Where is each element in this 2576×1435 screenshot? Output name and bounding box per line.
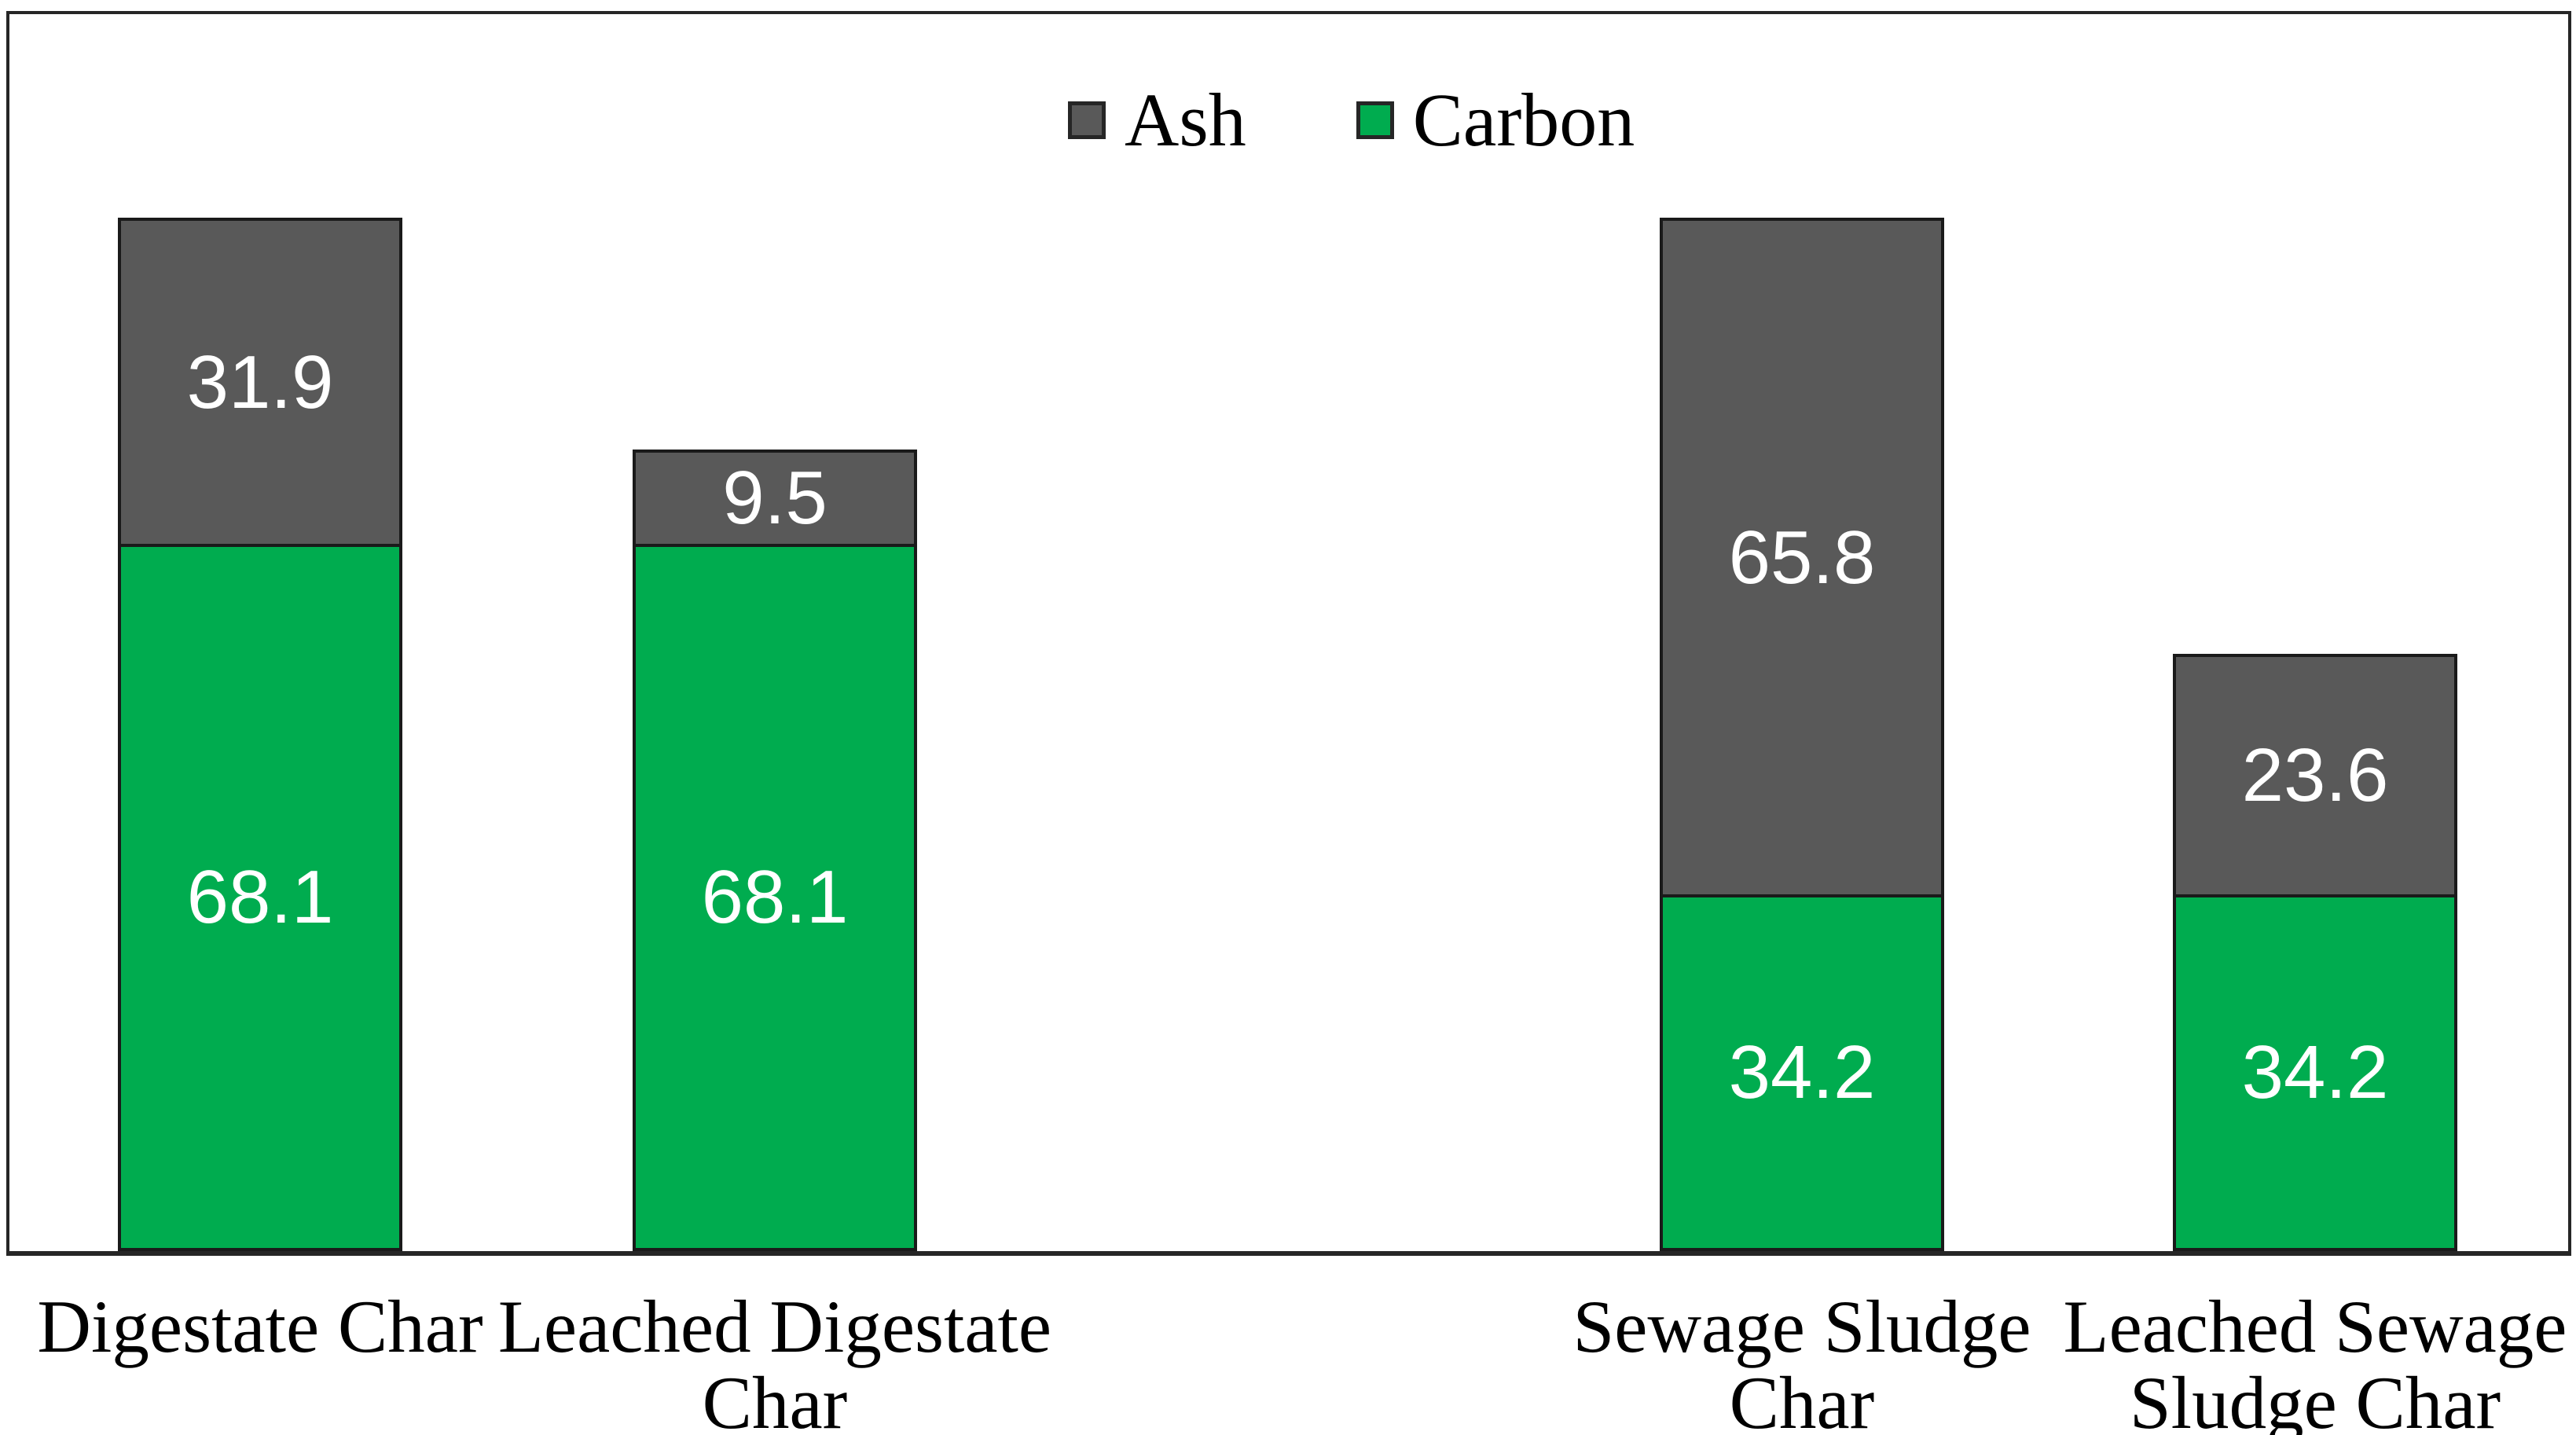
legend-swatch-ash	[1068, 101, 1106, 139]
plot-border	[6, 11, 2571, 1256]
value-label-carbon: 34.2	[1728, 1030, 1876, 1115]
legend-item-ash: Ash	[1068, 83, 1246, 158]
category-label-sewage-sludge-char: Sewage Sludge Char	[1572, 1285, 2031, 1435]
segment-ash: 23.6	[2173, 653, 2457, 898]
segment-carbon: 34.2	[2173, 894, 2457, 1251]
legend-label-ash: Ash	[1125, 78, 1246, 162]
segment-ash: 65.8	[1660, 218, 1944, 898]
value-label-carbon: 34.2	[2241, 1030, 2389, 1115]
bar-leached-digestate-char: 68.1 9.5	[633, 449, 917, 1251]
legend: Ash Carbon	[1068, 81, 1635, 160]
legend-item-carbon: Carbon	[1356, 83, 1635, 158]
category-label-digestate-char: Digestate Char	[37, 1285, 483, 1368]
value-label-ash: 23.6	[2241, 733, 2389, 818]
value-label-carbon: 68.1	[186, 855, 334, 940]
bar-leached-sewage-sludge-char: 34.2 23.6	[2173, 653, 2457, 1251]
legend-swatch-carbon	[1356, 101, 1394, 139]
category-label-leached-digestate-char: Leached Digestate Char	[497, 1285, 1052, 1435]
value-label-ash: 9.5	[722, 456, 827, 540]
segment-ash: 9.5	[633, 449, 917, 548]
segment-ash: 31.9	[118, 218, 402, 548]
value-label-carbon: 68.1	[701, 855, 849, 940]
bar-sewage-sludge-char: 34.2 65.8	[1660, 218, 1944, 1251]
value-label-ash: 65.8	[1728, 515, 1876, 600]
category-label-leached-sewage-sludge-char: Leached Sewage Sludge Char	[2063, 1285, 2567, 1435]
bar-digestate-char: 68.1 31.9	[118, 218, 402, 1251]
legend-label-carbon: Carbon	[1412, 78, 1635, 162]
segment-carbon: 68.1	[118, 544, 402, 1251]
segment-carbon: 68.1	[633, 544, 917, 1251]
segment-carbon: 34.2	[1660, 894, 1944, 1251]
value-label-ash: 31.9	[186, 339, 334, 424]
